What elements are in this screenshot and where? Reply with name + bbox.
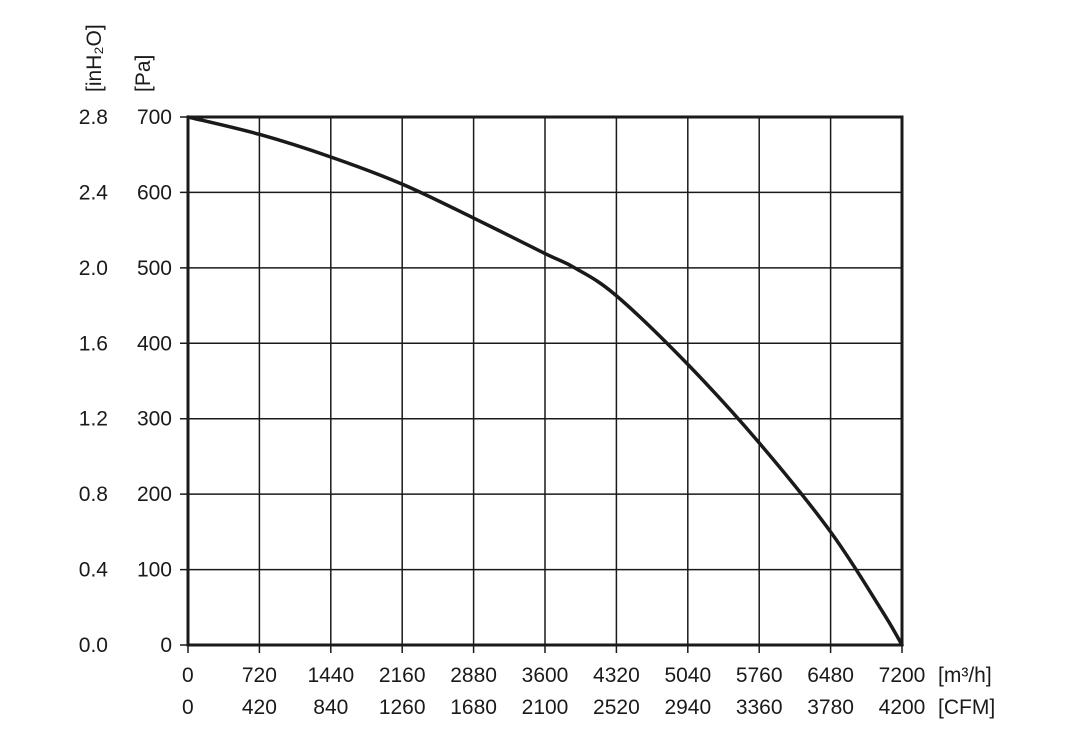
x-primary-tick-label: 6480 xyxy=(807,664,854,687)
y-secondary-tick-label: 2.4 xyxy=(79,181,109,204)
x-primary-tick-label: 2880 xyxy=(450,664,497,687)
y-secondary-unit-label: [inH₂O] xyxy=(83,24,106,92)
x-secondary-tick-label: 3780 xyxy=(807,696,854,719)
x-primary-unit-label: [m³/h] xyxy=(938,664,992,687)
y-secondary-tick-label: 1.2 xyxy=(79,408,108,431)
x-secondary-tick-label: 2940 xyxy=(664,696,711,719)
x-primary-tick-label: 1440 xyxy=(307,664,354,687)
y-secondary-tick-label: 2.0 xyxy=(79,257,108,280)
x-secondary-tick-label: 840 xyxy=(313,696,348,719)
x-secondary-tick-label: 2520 xyxy=(593,696,640,719)
y-secondary-tick-label: 0.8 xyxy=(79,483,108,506)
x-primary-tick-label: 2160 xyxy=(379,664,426,687)
x-primary-tick-label: 5760 xyxy=(736,664,783,687)
x-primary-tick-label: 720 xyxy=(242,664,277,687)
x-secondary-tick-label: 1260 xyxy=(379,696,426,719)
x-secondary-tick-label: 4200 xyxy=(879,696,926,719)
y-primary-tick-label: 600 xyxy=(137,181,172,204)
y-secondary-tick-label: 0.4 xyxy=(79,559,109,582)
x-secondary-tick-label: 420 xyxy=(242,696,277,719)
x-primary-tick-label: 5040 xyxy=(664,664,711,687)
y-primary-tick-label: 700 xyxy=(137,106,172,129)
y-secondary-tick-label: 2.8 xyxy=(79,106,108,129)
y-primary-tick-label: 300 xyxy=(137,408,172,431)
x-primary-tick-label: 7200 xyxy=(879,664,926,687)
x-secondary-tick-label: 2100 xyxy=(522,696,569,719)
y-primary-unit-label: [Pa] xyxy=(132,55,155,92)
y-primary-tick-label: 500 xyxy=(137,257,172,280)
y-primary-tick-label: 400 xyxy=(137,332,172,355)
y-primary-tick-label: 0 xyxy=(160,634,172,657)
grid-lines xyxy=(180,116,903,653)
y-secondary-tick-label: 0.0 xyxy=(79,634,108,657)
y-primary-tick-label: 200 xyxy=(137,483,172,506)
y-primary-tick-label: 100 xyxy=(137,559,172,582)
plot-frame xyxy=(186,115,904,647)
x-primary-tick-label: 3600 xyxy=(522,664,569,687)
y-secondary-tick-label: 1.6 xyxy=(79,332,108,355)
x-secondary-tick-label: 0 xyxy=(182,696,194,719)
pressure-curve-line xyxy=(186,115,904,647)
x-primary-tick-label: 4320 xyxy=(593,664,640,687)
x-primary-tick-label: 0 xyxy=(182,664,194,687)
x-secondary-tick-label: 1680 xyxy=(450,696,497,719)
x-secondary-tick-label: 3360 xyxy=(736,696,783,719)
x-secondary-unit-label: [CFM] xyxy=(938,696,995,719)
axis-labels: 0072042014408402160126028801680360021004… xyxy=(79,106,926,719)
